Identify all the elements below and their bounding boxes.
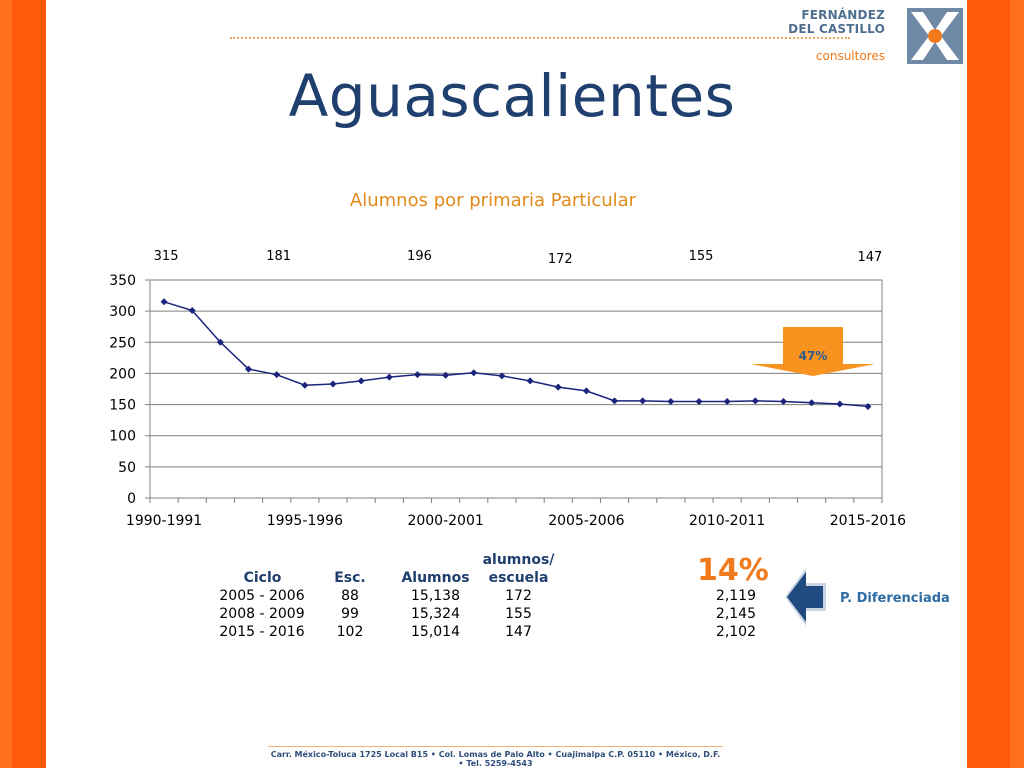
y-tick-label-50: 50 bbox=[118, 460, 136, 476]
data-point-17 bbox=[639, 397, 647, 405]
top-label-0: 315 bbox=[154, 249, 179, 264]
x-tick-label-2: 2000-2001 bbox=[407, 513, 483, 529]
logo-line2: DEL CASTILLO bbox=[788, 22, 885, 36]
top-label-3: 172 bbox=[548, 252, 573, 267]
y-tick-label-0: 0 bbox=[127, 491, 136, 507]
row-2-dif: 2,145 bbox=[715, 606, 756, 622]
y-tick-label-200: 200 bbox=[109, 366, 136, 382]
footer-address: Carr. México-Toluca 1725 Local B15 • Col… bbox=[270, 750, 721, 768]
data-point-6 bbox=[329, 380, 337, 388]
top-label-4: 155 bbox=[689, 249, 714, 264]
row-3-alumnos: 15,014 bbox=[411, 624, 460, 640]
row-2-alumnos: 15,324 bbox=[411, 606, 460, 622]
y-tick-label-350: 350 bbox=[109, 273, 136, 289]
header-alumnos: Alumnos bbox=[401, 570, 470, 586]
row-3-ratio: 147 bbox=[505, 624, 532, 640]
row-1-ratio: 172 bbox=[505, 588, 532, 604]
plot-area bbox=[149, 279, 883, 499]
data-point-19 bbox=[695, 397, 703, 405]
data-point-25 bbox=[864, 402, 872, 410]
data-point-23 bbox=[808, 399, 816, 407]
header-dotted-line bbox=[230, 37, 850, 39]
page-title: Aguascalientes bbox=[288, 62, 736, 130]
logo-x-icon bbox=[907, 8, 963, 64]
chart-title: Alumnos por primaria Particular bbox=[349, 190, 637, 211]
row-1-ciclo: 2005 - 2006 bbox=[219, 588, 305, 604]
data-point-8 bbox=[385, 373, 393, 381]
y-tick-label-250: 250 bbox=[109, 335, 136, 351]
x-tick-label-1: 1995-1996 bbox=[267, 513, 343, 529]
top-label-2: 196 bbox=[407, 249, 432, 264]
data-point-15 bbox=[582, 387, 590, 395]
header-ratio-line1: alumnos/ bbox=[482, 552, 555, 568]
data-point-1 bbox=[188, 307, 196, 315]
right-stripe bbox=[1010, 0, 1024, 768]
data-point-22 bbox=[779, 397, 787, 405]
row-1-alumnos: 15,138 bbox=[411, 588, 460, 604]
footer-line bbox=[268, 746, 723, 747]
row-1-dif: 2,119 bbox=[715, 588, 756, 604]
header-ratio-line2: escuela bbox=[488, 570, 549, 586]
data-point-9 bbox=[413, 371, 421, 379]
row-2-ciclo: 2008 - 2009 bbox=[219, 606, 305, 622]
y-tick-label-150: 150 bbox=[109, 398, 136, 414]
data-point-16 bbox=[611, 397, 619, 405]
y-tick-label-100: 100 bbox=[109, 429, 136, 445]
x-tick-label-0: 1990-1991 bbox=[126, 513, 202, 529]
left-stripe bbox=[0, 0, 12, 768]
data-point-5 bbox=[301, 381, 309, 389]
logo: FERNÁNDEZ DEL CASTILLO consultores bbox=[780, 8, 885, 63]
data-point-18 bbox=[667, 397, 675, 405]
row-2-ratio: 155 bbox=[505, 606, 532, 622]
header-ciclo: Ciclo bbox=[243, 570, 282, 586]
data-point-21 bbox=[751, 397, 759, 405]
top-label-5: 147 bbox=[858, 250, 883, 265]
row-2-esc: 99 bbox=[341, 606, 359, 622]
arrow-left-icon bbox=[785, 568, 826, 626]
data-point-3 bbox=[245, 365, 253, 373]
top-label-1: 181 bbox=[266, 249, 291, 264]
data-point-2 bbox=[216, 338, 224, 346]
logo-sub: consultores bbox=[815, 49, 885, 63]
line-chart: 0 50 100 150 200 250 300 350 1990-1991 1995-1996 2… bbox=[109, 249, 906, 529]
data-point-14 bbox=[554, 383, 562, 391]
y-tick-label-300: 300 bbox=[109, 304, 136, 320]
data-point-0 bbox=[160, 298, 168, 306]
data-point-7 bbox=[357, 377, 365, 385]
data-point-13 bbox=[526, 377, 534, 385]
dif-label: P. Diferenciada bbox=[840, 591, 950, 606]
data-point-24 bbox=[836, 400, 844, 408]
x-tick-label-3: 2005-2006 bbox=[548, 513, 624, 529]
decline-arrow-icon bbox=[751, 327, 875, 376]
x-tick-label-5: 2015-2016 bbox=[830, 513, 906, 529]
data-point-12 bbox=[498, 372, 506, 380]
data-point-10 bbox=[442, 371, 450, 379]
percent-highlight: 14% bbox=[697, 553, 769, 588]
logo-line1: FERNÁNDEZ bbox=[801, 8, 885, 22]
row-3-dif: 2,102 bbox=[715, 624, 756, 640]
data-point-11 bbox=[470, 369, 478, 377]
series-line bbox=[163, 301, 868, 408]
decline-annotation: 47% bbox=[799, 349, 828, 363]
row-1-esc: 88 bbox=[341, 588, 359, 604]
row-3-esc: 102 bbox=[336, 624, 364, 640]
x-tick-label-4: 2010-2011 bbox=[689, 513, 765, 529]
row-3-ciclo: 2015 - 2016 bbox=[219, 624, 305, 640]
header-esc: Esc. bbox=[334, 570, 366, 586]
data-point-20 bbox=[723, 397, 731, 405]
data-point-4 bbox=[273, 371, 281, 379]
